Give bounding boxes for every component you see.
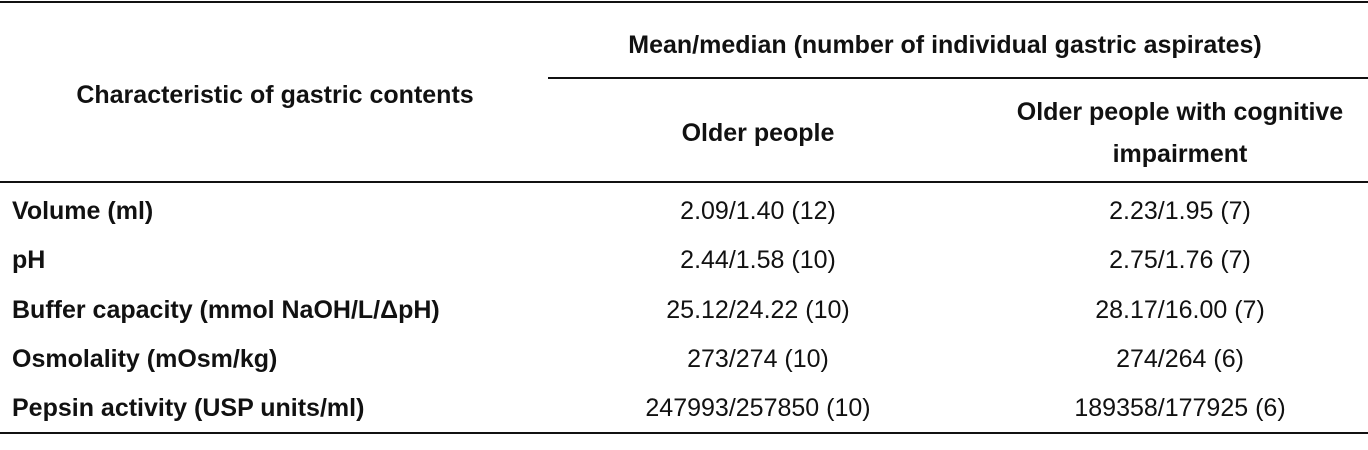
cell: 2.44/1.58 (10) xyxy=(680,246,836,275)
cell: 247993/257850 (10) xyxy=(645,394,871,423)
bottom-rule xyxy=(0,432,1368,434)
row-label: Volume (ml) xyxy=(12,197,154,225)
top-rule xyxy=(0,1,1368,3)
cell: 25.12/24.22 (10) xyxy=(666,295,850,324)
cell: 189358/177925 (6) xyxy=(1074,394,1286,423)
stub-header: Characteristic of gastric contents xyxy=(76,81,474,109)
group-rule xyxy=(548,77,1368,79)
column-header: Older people xyxy=(681,119,835,147)
row-label: Osmolality (mOsm/kg) xyxy=(12,344,278,373)
cell: 274/264 (6) xyxy=(1116,344,1244,373)
row-label: pH xyxy=(12,246,46,275)
cell: 28.17/16.00 (7) xyxy=(1095,295,1265,324)
row-label: Buffer capacity (mmol NaOH/L/ΔpH) xyxy=(12,295,440,324)
cell: 2.09/1.40 (12) xyxy=(680,197,836,225)
column-header: Older people with cognitive impairment xyxy=(1016,98,1344,168)
header-rule xyxy=(0,181,1368,183)
cell: 273/274 (10) xyxy=(687,344,829,373)
group-header: Mean/median (number of individual gastri… xyxy=(628,31,1262,59)
cell: 2.23/1.95 (7) xyxy=(1109,197,1251,225)
row-label: Pepsin activity (USP units/ml) xyxy=(12,394,365,423)
cell: 2.75/1.76 (7) xyxy=(1109,246,1251,275)
